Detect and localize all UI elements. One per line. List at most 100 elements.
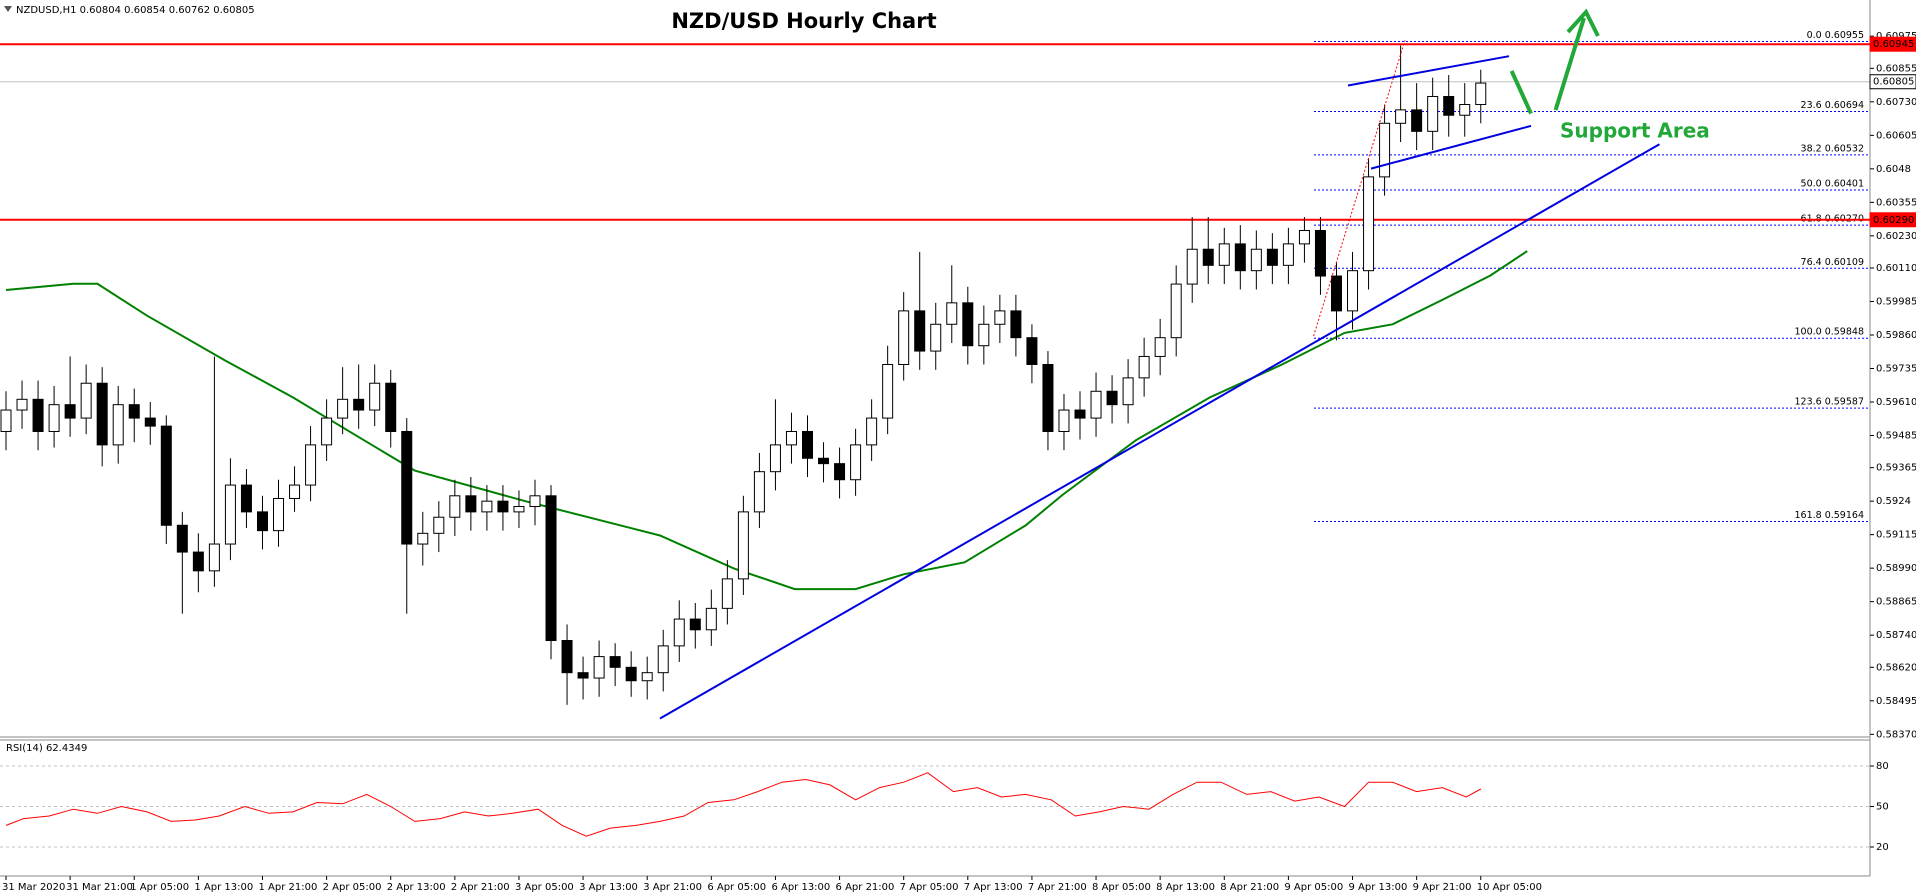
trend-line bbox=[659, 143, 1660, 720]
rsi-title: RSI(14) 62.4349 bbox=[6, 743, 87, 754]
candle-body bbox=[1106, 390, 1118, 406]
candle-body bbox=[898, 310, 910, 365]
level-box bbox=[1869, 212, 1916, 228]
candle-body bbox=[1090, 390, 1102, 419]
candle-body bbox=[273, 497, 285, 532]
x-tick-label: 7 Apr 21:00 bbox=[1028, 882, 1087, 893]
fib-label: 50.0 0.60401 bbox=[1801, 179, 1864, 190]
candle-body bbox=[737, 511, 749, 580]
candle-body bbox=[289, 484, 301, 499]
arrow-up bbox=[1553, 17, 1586, 111]
candle-body bbox=[1218, 243, 1230, 266]
candle-body bbox=[673, 618, 685, 647]
y-tick-label: 0.59735 bbox=[1876, 364, 1916, 375]
candle-body bbox=[1202, 248, 1214, 266]
candle-body bbox=[866, 417, 878, 446]
x-tick-label: 6 Apr 21:00 bbox=[836, 882, 895, 893]
channel-upper bbox=[1347, 55, 1510, 87]
candle-body bbox=[1010, 310, 1022, 339]
y-tick-label: 0.59860 bbox=[1876, 330, 1916, 341]
x-tick-label: 2 Apr 05:00 bbox=[323, 882, 382, 893]
candle-body bbox=[609, 656, 621, 668]
candle-body bbox=[802, 430, 813, 459]
candle-body bbox=[497, 500, 509, 513]
candle-body bbox=[1154, 337, 1166, 357]
candle-body bbox=[96, 382, 108, 446]
candle-body bbox=[593, 656, 605, 679]
candle-body bbox=[144, 417, 156, 427]
fib-label: 123.6 0.59587 bbox=[1794, 397, 1864, 408]
candle-body bbox=[753, 471, 765, 513]
candle-body bbox=[577, 672, 589, 679]
x-tick-label: 1 Apr 05:00 bbox=[130, 882, 189, 893]
annotation: Support Area bbox=[1560, 119, 1710, 143]
channel-lower bbox=[1370, 124, 1532, 170]
candle-body bbox=[64, 404, 76, 419]
candle-body bbox=[1475, 82, 1487, 106]
candle-body bbox=[176, 524, 188, 553]
candle-body bbox=[240, 484, 252, 513]
candle-body bbox=[930, 323, 942, 352]
candle-body bbox=[1395, 109, 1407, 124]
chart-title: NZD/USD Hourly Chart bbox=[671, 9, 936, 33]
candle-body bbox=[882, 363, 894, 419]
x-tick-label: 3 Apr 21:00 bbox=[643, 882, 702, 893]
candle-body bbox=[1170, 283, 1182, 339]
candle-body bbox=[513, 506, 525, 513]
candle-body bbox=[1330, 275, 1342, 312]
level-label: 0.60805 bbox=[1873, 77, 1914, 88]
candle-body bbox=[721, 578, 733, 609]
candle-body bbox=[465, 495, 477, 513]
candle-body bbox=[385, 382, 397, 432]
candle-body bbox=[1122, 377, 1134, 406]
y-tick-label: 0.60230 bbox=[1876, 231, 1916, 242]
candle-body bbox=[1266, 248, 1278, 266]
x-tick-label: 31 Mar 2020 bbox=[2, 882, 65, 893]
fib-label: 161.8 0.59164 bbox=[1794, 510, 1864, 521]
candle-body bbox=[112, 404, 124, 446]
x-tick-label: 2 Apr 13:00 bbox=[387, 882, 446, 893]
level-box bbox=[1869, 74, 1916, 90]
candle-body bbox=[545, 495, 557, 642]
candle-body bbox=[321, 417, 333, 446]
candle-body bbox=[32, 398, 44, 432]
candle-body bbox=[433, 516, 445, 534]
candle-body bbox=[785, 430, 797, 446]
y-tick-label: 0.59115 bbox=[1876, 530, 1916, 541]
level-box bbox=[1869, 36, 1916, 52]
fib-label: 0.0 0.60955 bbox=[1807, 30, 1864, 41]
y-tick-label: 0.60975 bbox=[1876, 31, 1916, 42]
fib-label: 38.2 0.60532 bbox=[1801, 143, 1864, 154]
candle-body bbox=[417, 532, 429, 545]
x-tick-label: 8 Apr 13:00 bbox=[1156, 882, 1215, 893]
candle-body bbox=[256, 511, 268, 532]
rsi-tick-label: 50 bbox=[1876, 802, 1889, 813]
x-tick-label: 7 Apr 13:00 bbox=[964, 882, 1023, 893]
x-tick-label: 9 Apr 13:00 bbox=[1349, 882, 1408, 893]
y-tick-label: 0.59985 bbox=[1876, 297, 1916, 308]
header: NZDUSD,H1 0.60804 0.60854 0.60762 0.6080… bbox=[16, 5, 255, 16]
y-tick-label: 0.60605 bbox=[1876, 130, 1916, 141]
candle-body bbox=[769, 444, 781, 473]
fib-label: 100.0 0.59848 bbox=[1794, 327, 1864, 338]
candle-body bbox=[208, 543, 220, 572]
x-tick-label: 2 Apr 21:00 bbox=[451, 882, 510, 893]
x-tick-label: 3 Apr 05:00 bbox=[515, 882, 574, 893]
rsi-tick-label: 80 bbox=[1876, 761, 1889, 772]
candle-body bbox=[1058, 409, 1070, 432]
y-tick-label: 0.58495 bbox=[1876, 696, 1916, 707]
x-tick-label: 9 Apr 21:00 bbox=[1413, 882, 1472, 893]
arrow-down bbox=[1509, 70, 1533, 115]
candle-body bbox=[369, 382, 381, 411]
candle-body bbox=[1379, 122, 1391, 178]
candle-body bbox=[0, 409, 12, 432]
candle-body bbox=[1443, 95, 1455, 116]
candle-body bbox=[1026, 337, 1038, 365]
candle-body bbox=[401, 430, 413, 545]
level-label: 0.60945 bbox=[1873, 39, 1914, 50]
x-tick-label: 7 Apr 05:00 bbox=[900, 882, 959, 893]
candle-body bbox=[962, 302, 974, 347]
fib-connector bbox=[1313, 40, 1406, 337]
